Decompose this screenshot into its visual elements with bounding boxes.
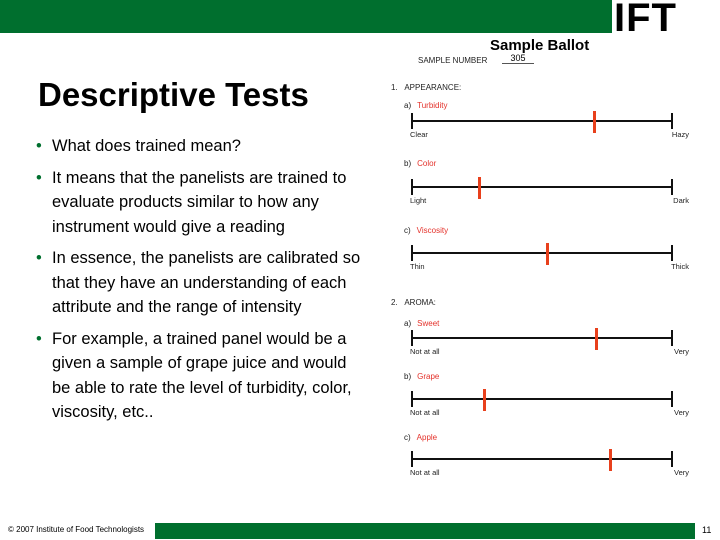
scale-tick-high <box>671 179 673 195</box>
scale-tick-low <box>411 179 413 195</box>
scale-tick-low <box>411 245 413 261</box>
attribute-letter: c) <box>404 226 411 235</box>
bullet-item: For example, a trained panel would be a … <box>36 327 366 425</box>
ballot-section-heading: 1. APPEARANCE: <box>391 83 461 92</box>
bullet-item: It means that the panelists are trained … <box>36 166 366 240</box>
scale-high-label: Very <box>673 408 689 417</box>
rating-scale[interactable] <box>411 111 673 133</box>
rating-scale[interactable] <box>411 243 673 265</box>
scale-low-label: Light <box>410 196 427 205</box>
attribute-name: Grape <box>417 372 440 381</box>
rating-scale[interactable] <box>411 389 673 411</box>
page-number: 11 <box>702 525 712 535</box>
attribute-letter: a) <box>404 101 412 110</box>
scale-tick-low <box>411 391 413 407</box>
attribute-name: Viscosity <box>416 226 449 235</box>
attribute-letter: b) <box>404 159 412 168</box>
scale-tick-high <box>671 330 673 346</box>
footer-bar <box>155 523 695 539</box>
scale-tick-high <box>671 391 673 407</box>
rating-mark[interactable] <box>593 111 597 133</box>
slide-title: Descriptive Tests <box>38 76 309 113</box>
section-number: 1. <box>391 83 398 92</box>
scale-line <box>411 398 673 400</box>
scale-tick-high <box>671 113 673 129</box>
attribute-label: a) Turbidity <box>404 101 448 110</box>
attribute-letter: c) <box>404 433 411 442</box>
ballot-section-heading: 2. AROMA: <box>391 298 436 307</box>
scale-low-label: Thin <box>410 262 425 271</box>
bullet-item: What does trained mean? <box>36 134 366 159</box>
scale-line <box>411 186 673 188</box>
scale-low-label: Clear <box>410 130 428 139</box>
sample-number-value: 305 <box>502 53 534 64</box>
attribute-label: b) Color <box>404 159 436 168</box>
scale-tick-low <box>411 451 413 467</box>
rating-scale[interactable] <box>411 328 673 350</box>
rating-mark[interactable] <box>546 243 550 265</box>
scale-tick-low <box>411 330 413 346</box>
attribute-label: c) Apple <box>404 433 437 442</box>
section-label: AROMA: <box>404 298 436 307</box>
attribute-label: a) Sweet <box>404 319 439 328</box>
scale-high-label: Very <box>673 347 689 356</box>
rating-mark[interactable] <box>483 389 487 411</box>
scale-line <box>411 252 673 254</box>
rating-mark[interactable] <box>478 177 482 199</box>
scale-high-label: Very <box>673 468 689 477</box>
ballot-title: Sample Ballot <box>490 37 590 54</box>
rating-scale[interactable] <box>411 177 673 199</box>
attribute-name: Color <box>417 159 437 168</box>
bullet-item: In essence, the panelists are calibrated… <box>36 246 366 320</box>
section-number: 2. <box>391 298 398 307</box>
bullet-list: What does trained mean? It means that th… <box>36 134 366 432</box>
copyright: © 2007 Institute of Food Technologists <box>8 525 145 534</box>
rating-mark[interactable] <box>594 328 598 350</box>
attribute-name: Sweet <box>417 319 440 328</box>
attribute-name: Apple <box>416 433 438 442</box>
attribute-name: Turbidity <box>417 101 448 110</box>
scale-line <box>411 458 673 460</box>
attribute-label: c) Viscosity <box>404 226 448 235</box>
scale-line <box>411 120 673 122</box>
scale-tick-low <box>411 113 413 129</box>
rating-scale[interactable] <box>411 449 673 471</box>
scale-low-label: Not at all <box>410 468 440 477</box>
scale-high-label: Dark <box>673 196 689 205</box>
attribute-label: b) Grape <box>404 372 439 381</box>
section-label: APPEARANCE: <box>404 83 462 92</box>
scale-high-label: Hazy <box>671 130 689 139</box>
scale-low-label: Not at all <box>410 347 440 356</box>
sample-number-label: SAMPLE NUMBER <box>418 56 488 65</box>
attribute-letter: a) <box>404 319 412 328</box>
scale-low-label: Not at all <box>410 408 440 417</box>
scale-line <box>411 337 673 339</box>
scale-high-label: Thick <box>671 262 689 271</box>
attribute-letter: b) <box>404 372 412 381</box>
rating-mark[interactable] <box>609 449 613 471</box>
scale-tick-high <box>671 451 673 467</box>
header-bar <box>0 0 612 33</box>
ift-logo: IFT <box>614 0 677 40</box>
scale-tick-high <box>671 245 673 261</box>
